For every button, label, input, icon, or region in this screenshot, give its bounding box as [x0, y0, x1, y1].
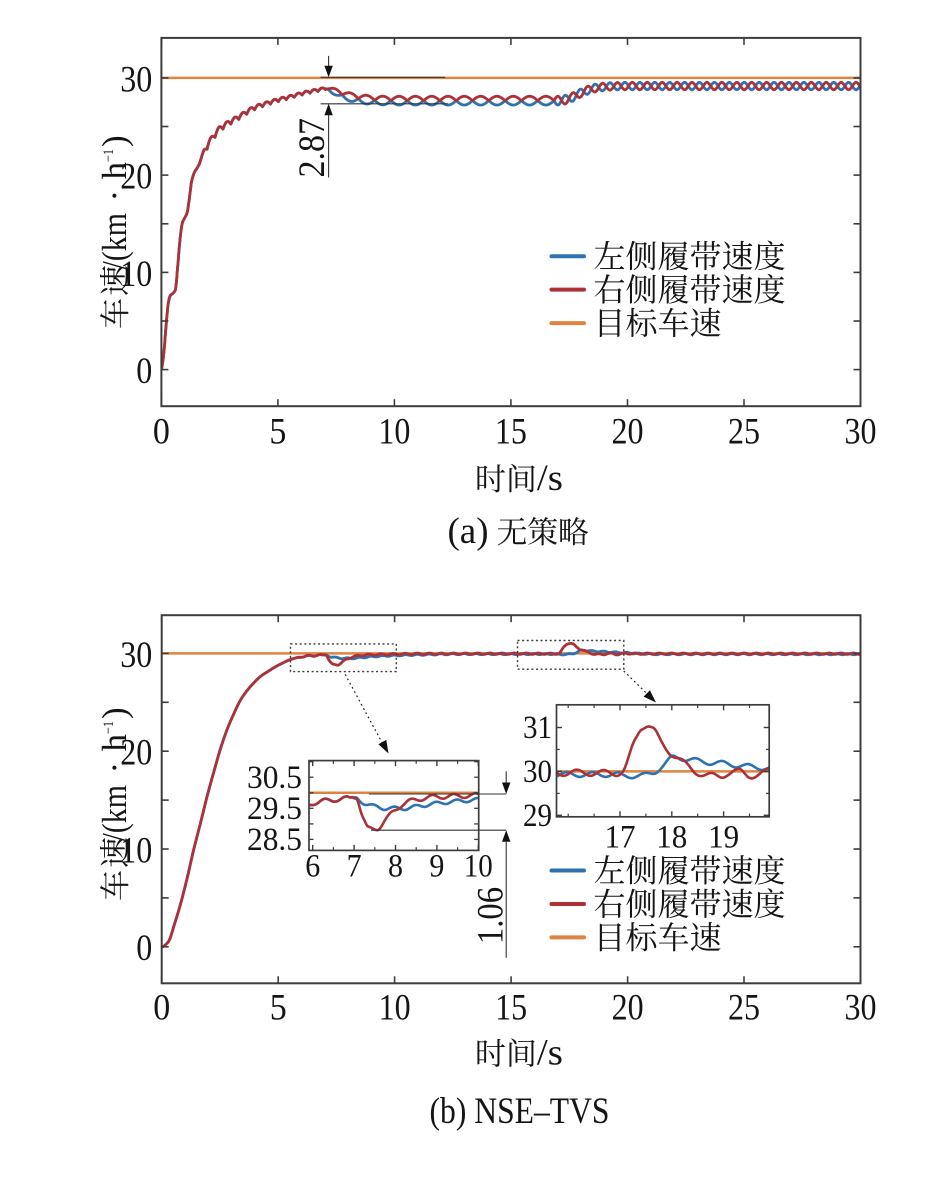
svg-text:5: 5	[269, 412, 286, 453]
svg-text:0: 0	[136, 928, 152, 969]
svg-text:10: 10	[379, 988, 411, 1029]
svg-text:31: 31	[523, 710, 552, 746]
svg-text:29.5: 29.5	[247, 791, 302, 827]
svg-text:·: ·	[95, 762, 134, 774]
svg-text:9: 9	[429, 849, 444, 885]
svg-text:0: 0	[153, 412, 170, 453]
svg-text:/s: /s	[537, 1033, 563, 1074]
svg-text:h: h	[95, 162, 134, 180]
svg-text:30: 30	[523, 754, 552, 790]
svg-text:20: 20	[612, 412, 644, 453]
svg-text:30: 30	[120, 59, 152, 100]
svg-text:2.87: 2.87	[292, 118, 333, 178]
svg-text:10: 10	[378, 412, 410, 453]
svg-text:20: 20	[120, 157, 152, 198]
svg-text:/(km: /(km	[95, 213, 134, 270]
svg-text:25: 25	[728, 412, 760, 453]
svg-text:): )	[95, 707, 134, 719]
svg-text:30: 30	[845, 412, 877, 453]
svg-text:6: 6	[305, 849, 320, 885]
svg-text:17: 17	[605, 820, 636, 856]
svg-text:): )	[95, 135, 134, 147]
svg-text:15: 15	[495, 988, 527, 1029]
svg-text:·: ·	[95, 190, 134, 202]
svg-text:−1: −1	[101, 721, 117, 734]
svg-text:20: 20	[612, 988, 644, 1029]
svg-text:h: h	[95, 734, 134, 752]
svg-text:25: 25	[728, 988, 760, 1029]
svg-text:28.5: 28.5	[247, 822, 302, 858]
svg-text:29: 29	[523, 798, 552, 834]
svg-text:10: 10	[464, 849, 493, 885]
svg-text:20: 20	[120, 733, 152, 774]
svg-text:19: 19	[708, 820, 739, 856]
svg-text:15: 15	[495, 412, 527, 453]
svg-text:0: 0	[136, 351, 152, 392]
svg-text:/(km: /(km	[95, 785, 134, 842]
svg-text:30: 30	[845, 988, 877, 1029]
svg-text:(b) NSE–TVS: (b) NSE–TVS	[430, 1091, 610, 1132]
svg-text:/s: /s	[537, 458, 563, 499]
svg-text:7: 7	[347, 849, 362, 885]
svg-text:0: 0	[153, 988, 170, 1029]
svg-text:18: 18	[656, 820, 687, 856]
svg-text:30.5: 30.5	[247, 760, 302, 796]
svg-text:(a): (a)	[448, 511, 489, 552]
svg-text:30: 30	[120, 635, 152, 676]
svg-text:1.06: 1.06	[471, 887, 512, 944]
svg-text:8: 8	[388, 849, 403, 885]
svg-text:−1: −1	[101, 149, 117, 162]
svg-text:5: 5	[270, 988, 287, 1029]
svg-text:10: 10	[120, 254, 152, 295]
